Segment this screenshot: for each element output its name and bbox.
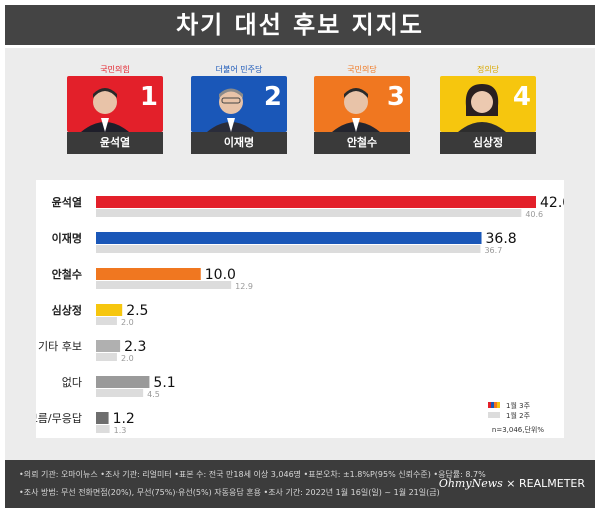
bar-previous — [96, 209, 522, 217]
value-label-previous: 40.6 — [525, 210, 543, 219]
bar-current — [96, 232, 482, 244]
candidate-number: 1 — [139, 82, 158, 112]
value-label-previous: 2.0 — [121, 318, 134, 327]
bar-current — [96, 340, 121, 352]
candidate-number: 3 — [386, 82, 405, 112]
value-label-current: 1.2 — [113, 411, 135, 427]
brand-separator: × — [506, 477, 516, 490]
candidate-photo: 1 — [67, 76, 163, 132]
candidate-card-4: 정의당 4 심상정 — [440, 65, 536, 154]
footer-bar: •의뢰 기관: 오마이뉴스 •조사 기관: 리얼미터 •표본 수: 전국 만18… — [5, 460, 595, 508]
value-label-previous: 4.5 — [147, 390, 160, 399]
bar-current — [96, 196, 536, 208]
candidate-number: 4 — [512, 82, 531, 112]
legend-swatch-current — [488, 402, 491, 408]
chart-canvas: 윤석열42.040.6이재명36.836.7안철수10.012.9심상정2.52… — [36, 195, 564, 435]
legend-label-current: 1월 3주 — [506, 401, 531, 410]
candidate-number: 2 — [263, 82, 282, 112]
survey-info-line-2: •조사 방법: 무선 전화면접(20%), 무선(75%)·유선(5%) 자동응… — [19, 488, 440, 497]
bar-previous — [96, 389, 144, 397]
bar-current — [96, 376, 150, 388]
legend-swatch-current — [497, 402, 500, 408]
category-label: 윤석열 — [52, 195, 82, 209]
value-label-current: 42.0 — [540, 195, 564, 211]
value-label-current: 2.3 — [124, 339, 146, 355]
legend-swatch-current — [494, 402, 497, 408]
bar-current — [96, 304, 123, 316]
candidate-photo: 2 — [191, 76, 287, 132]
value-label-current: 2.5 — [126, 303, 148, 319]
category-label: 없다 — [62, 376, 82, 389]
bar-current — [96, 268, 201, 280]
candidate-card-1: 국민의힘 1 윤석열 — [67, 65, 163, 154]
candidate-name: 이재명 — [191, 132, 287, 154]
party-label: 국민의당 — [347, 65, 377, 74]
category-label: 기타 후보 — [38, 340, 82, 353]
title-bar: 차기 대선 후보 지지도 — [5, 5, 595, 45]
bar-previous — [96, 425, 110, 433]
category-label: 모름/무응답 — [36, 412, 82, 425]
category-label: 이재명 — [52, 231, 82, 245]
value-label-previous: 2.0 — [121, 354, 134, 363]
ohmynews-logo: OhmyNews — [438, 477, 503, 490]
realmeter-logo: REALMETER — [519, 477, 585, 490]
candidate-photo: 4 — [440, 76, 536, 132]
legend-label-previous: 1월 2주 — [506, 411, 531, 420]
party-label: 국민의힘 — [100, 65, 130, 74]
value-label-previous: 1.3 — [114, 426, 127, 435]
bar-current — [96, 412, 109, 424]
value-label-current: 10.0 — [205, 267, 236, 283]
page-title: 차기 대선 후보 지지도 — [176, 11, 424, 39]
candidate-photo: 3 — [314, 76, 410, 132]
bar-previous — [96, 317, 117, 325]
legend-swatch-current — [491, 402, 494, 408]
category-label: 심상정 — [52, 303, 82, 317]
legend-swatch-previous — [488, 412, 500, 418]
candidate-name: 심상정 — [440, 132, 536, 154]
brand-logo: OhmyNews × REALMETER — [439, 477, 585, 490]
category-label: 안철수 — [52, 267, 82, 281]
party-label: 더불어 민주당 — [215, 65, 263, 74]
bar-previous — [96, 245, 481, 253]
party-label: 정의당 — [476, 65, 500, 74]
sample-note: n=3,046,단위% — [492, 425, 544, 434]
candidate-name: 안철수 — [314, 132, 410, 154]
bar-chart: 윤석열42.040.6이재명36.836.7안철수10.012.9심상정2.52… — [36, 180, 564, 438]
bar-previous — [96, 281, 232, 289]
candidate-card-2: 더불어 민주당 2 이재명 — [191, 65, 287, 154]
value-label-current: 5.1 — [153, 375, 175, 391]
survey-info-line-1: •의뢰 기관: 오마이뉴스 •조사 기관: 리얼미터 •표본 수: 전국 만18… — [19, 470, 486, 479]
candidate-name: 윤석열 — [67, 132, 163, 154]
bar-previous — [96, 353, 117, 361]
value-label-current: 36.8 — [486, 231, 517, 247]
value-label-previous: 12.9 — [235, 282, 253, 291]
candidate-card-3: 국민의당 3 안철수 — [314, 65, 410, 154]
value-label-previous: 36.7 — [484, 246, 502, 255]
